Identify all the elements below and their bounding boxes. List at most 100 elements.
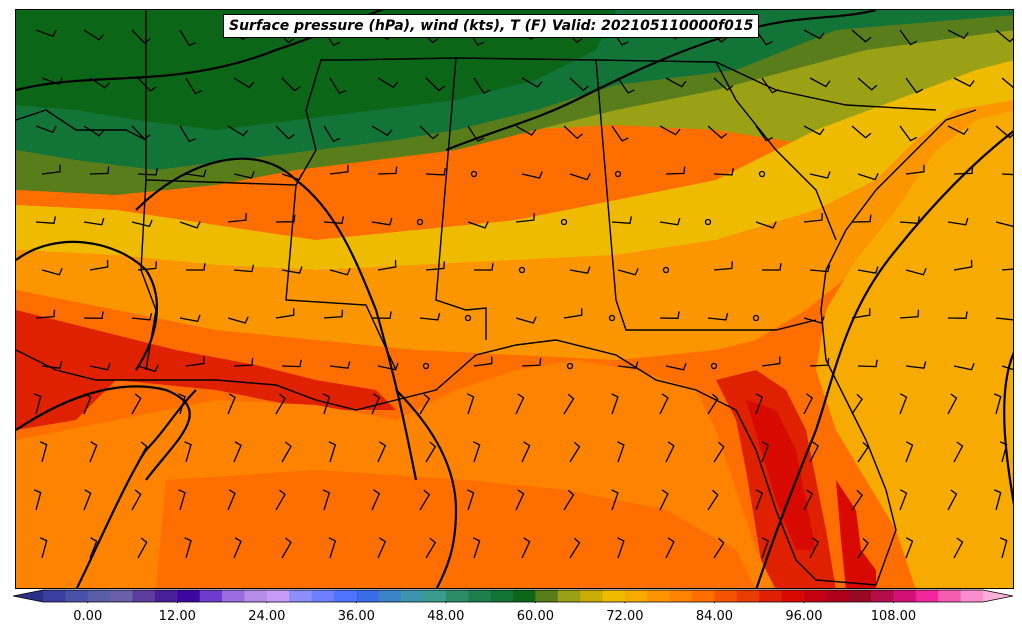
wind-barb bbox=[89, 537, 98, 559]
wind-barb bbox=[281, 173, 303, 181]
wind-barb bbox=[322, 489, 331, 511]
colorbar-bin bbox=[356, 590, 380, 602]
colorbar-bin bbox=[759, 590, 783, 602]
wind-barb bbox=[707, 312, 729, 321]
wind-barb bbox=[617, 361, 639, 369]
wind-barb bbox=[371, 311, 392, 319]
wind-barb bbox=[328, 441, 337, 463]
wind-barb bbox=[899, 393, 908, 415]
wind-barb bbox=[611, 216, 633, 224]
wind-barb bbox=[137, 261, 157, 271]
wind-barb bbox=[227, 316, 249, 324]
colorbar-bin bbox=[378, 590, 402, 602]
wind-barb bbox=[275, 489, 286, 511]
wind-barb bbox=[713, 441, 725, 463]
wind-barb bbox=[233, 537, 242, 559]
wind-barb bbox=[377, 362, 399, 371]
colorbar-tick-label: 12.00 bbox=[158, 609, 196, 624]
wind-barb bbox=[905, 267, 927, 276]
wind-barb bbox=[41, 77, 63, 86]
wind-barb bbox=[569, 266, 591, 274]
wind-barb bbox=[563, 393, 575, 415]
wind-barb bbox=[425, 77, 445, 92]
colorbar-bin bbox=[692, 590, 715, 602]
wind-barb bbox=[809, 358, 830, 367]
state-boundaries bbox=[16, 10, 977, 586]
colorbar-bin bbox=[915, 590, 939, 602]
wind-barb bbox=[953, 259, 973, 271]
wind-barb bbox=[707, 489, 719, 511]
calm-wind-marker bbox=[566, 362, 574, 370]
wind-barb bbox=[899, 309, 920, 319]
colorbar-bin bbox=[624, 590, 648, 602]
calm-wind-marker bbox=[560, 218, 568, 226]
wind-barb bbox=[275, 214, 296, 223]
wind-barb bbox=[899, 489, 908, 511]
wind-barb bbox=[473, 537, 481, 559]
wind-barb bbox=[809, 171, 831, 179]
colorbar-bin bbox=[714, 590, 738, 602]
colorbar-bin bbox=[938, 590, 962, 602]
wind-barb bbox=[899, 29, 918, 46]
wind-barb bbox=[999, 537, 1008, 559]
wind-barb bbox=[35, 216, 57, 224]
calm-wind-marker bbox=[518, 266, 526, 274]
wind-barb bbox=[851, 489, 863, 511]
colorbar-bin bbox=[960, 590, 984, 602]
wind-barb bbox=[83, 489, 92, 511]
wind-barb bbox=[83, 393, 92, 415]
wind-barb bbox=[659, 217, 681, 226]
wind-barbs bbox=[33, 29, 1013, 559]
wind-barb bbox=[857, 266, 879, 274]
colorbar-bin bbox=[848, 590, 872, 602]
calm-wind-marker bbox=[662, 266, 670, 274]
temperature-map bbox=[16, 10, 1013, 588]
wind-barb bbox=[1001, 365, 1013, 371]
wind-barb bbox=[131, 125, 151, 140]
wind-barb bbox=[275, 393, 286, 415]
colorbar-bin bbox=[43, 590, 66, 602]
wind-barb bbox=[281, 77, 301, 92]
wind-barb bbox=[83, 125, 105, 137]
map-panel bbox=[15, 9, 1014, 589]
wind-barb bbox=[563, 125, 584, 140]
wind-barb bbox=[953, 77, 975, 88]
wind-barb bbox=[377, 259, 397, 271]
wind-barb bbox=[419, 125, 439, 140]
calm-wind-marker bbox=[704, 218, 712, 226]
wind-barb bbox=[905, 361, 927, 369]
wind-barb bbox=[467, 489, 475, 511]
wind-barb bbox=[905, 537, 914, 559]
colorbar-bin bbox=[423, 590, 447, 602]
wind-barb bbox=[323, 216, 345, 224]
wind-barb bbox=[377, 537, 387, 559]
wind-barb bbox=[186, 263, 206, 271]
wind-barb bbox=[515, 213, 535, 223]
wind-barb bbox=[755, 29, 773, 46]
wind-barb bbox=[233, 358, 254, 367]
wind-barb bbox=[713, 167, 734, 176]
wind-barb bbox=[185, 356, 205, 367]
colorbar-bin bbox=[289, 590, 313, 602]
wind-barb bbox=[569, 77, 590, 92]
wind-barb bbox=[83, 311, 104, 319]
wind-barb bbox=[569, 173, 591, 181]
colorbar-tick-label: 36.00 bbox=[337, 609, 375, 624]
wind-barb bbox=[233, 441, 242, 463]
wind-barb bbox=[563, 489, 575, 511]
wind-barb bbox=[899, 216, 921, 224]
orange-band bbox=[16, 100, 1013, 360]
wind-barb bbox=[521, 171, 543, 179]
wind-barb bbox=[233, 264, 255, 273]
colorbar-bin bbox=[445, 590, 469, 602]
wind-barb bbox=[755, 393, 764, 415]
wind-barb bbox=[227, 393, 236, 415]
wind-barb bbox=[33, 393, 42, 415]
wind-barb bbox=[563, 308, 583, 319]
wind-barb bbox=[329, 267, 351, 276]
wind-barb bbox=[473, 77, 491, 94]
wind-barb bbox=[617, 77, 635, 94]
wind-barb bbox=[1001, 268, 1013, 271]
colorbar-bin bbox=[781, 590, 805, 602]
wind-barb bbox=[617, 441, 625, 463]
